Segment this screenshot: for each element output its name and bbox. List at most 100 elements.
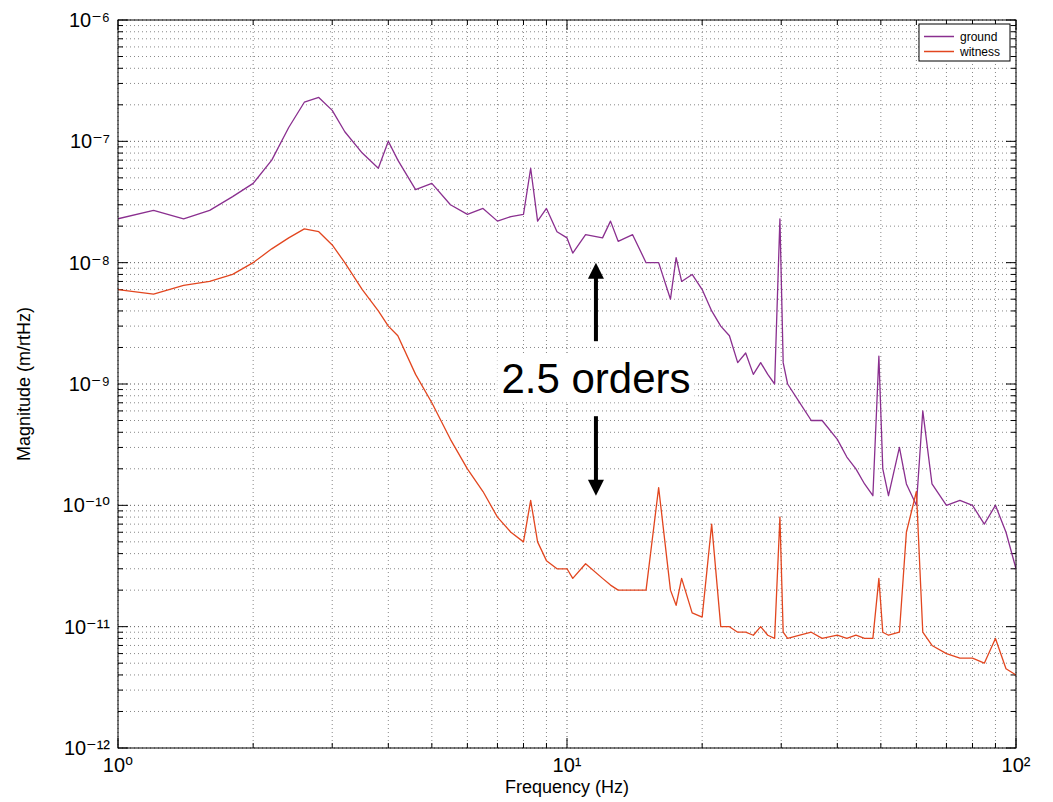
minor-tick-y xyxy=(1011,46,1016,47)
minor-tick-y xyxy=(1011,432,1016,433)
tick-y xyxy=(1006,505,1016,506)
minor-grid-x xyxy=(837,20,838,748)
minor-tick-y xyxy=(1011,299,1016,300)
y-axis-title: Magnitude (m/rtHz) xyxy=(14,307,34,461)
minor-tick-y xyxy=(1011,389,1016,390)
plot-area xyxy=(118,20,1016,748)
minor-grid-y xyxy=(118,326,1016,327)
minor-tick-x xyxy=(497,743,498,748)
minor-tick-y xyxy=(118,645,123,646)
minor-tick-y xyxy=(1011,447,1016,448)
minor-tick-y xyxy=(118,395,123,396)
minor-tick-y xyxy=(118,517,123,518)
minor-tick-y xyxy=(1011,663,1016,664)
minor-tick-y xyxy=(118,281,123,282)
minor-grid-y xyxy=(118,281,1016,282)
tick-x xyxy=(567,20,568,30)
minor-tick-x xyxy=(388,743,389,748)
minor-tick-y xyxy=(118,532,123,533)
minor-tick-x xyxy=(253,743,254,748)
minor-grid-y xyxy=(118,653,1016,654)
minor-tick-x xyxy=(972,743,973,748)
minor-grid-y xyxy=(118,674,1016,675)
minor-tick-y xyxy=(118,420,123,421)
minor-tick-y xyxy=(1011,541,1016,542)
minor-tick-y xyxy=(1011,638,1016,639)
series-line xyxy=(118,229,1016,675)
minor-tick-y xyxy=(118,31,123,32)
grid xyxy=(118,20,1016,748)
minor-tick-y xyxy=(1011,146,1016,147)
tick-label-y: 10⁻⁶ xyxy=(69,9,110,31)
minor-tick-y xyxy=(1011,83,1016,84)
minor-tick-y xyxy=(1011,645,1016,646)
tick-label-x: 10² xyxy=(1002,754,1031,776)
minor-tick-y xyxy=(1011,690,1016,691)
minor-grid-x xyxy=(781,20,782,748)
minor-tick-y xyxy=(118,347,123,348)
minor-tick-y xyxy=(118,632,123,633)
legend-swatch xyxy=(924,51,954,53)
annotation-arrow xyxy=(594,416,598,482)
minor-tick-y xyxy=(1011,395,1016,396)
tick-y xyxy=(1006,141,1016,142)
minor-tick-y xyxy=(118,25,123,26)
minor-grid-x xyxy=(467,20,468,748)
minor-grid-x xyxy=(388,20,389,748)
tick-label-y: 10⁻¹⁰ xyxy=(63,494,110,516)
minor-tick-x xyxy=(781,20,782,25)
minor-tick-y xyxy=(1011,68,1016,69)
tick-y xyxy=(1006,262,1016,263)
annotation-arrow xyxy=(594,277,598,342)
annotation-arrowhead xyxy=(588,480,604,496)
legend: groundwitness xyxy=(919,24,1010,61)
tick-label-x: 10¹ xyxy=(553,754,582,776)
minor-tick-x xyxy=(837,743,838,748)
minor-tick-y xyxy=(118,83,123,84)
minor-tick-y xyxy=(1011,347,1016,348)
minor-tick-y xyxy=(118,402,123,403)
annotation-bg xyxy=(497,355,694,402)
minor-tick-y xyxy=(118,189,123,190)
minor-tick-y xyxy=(118,326,123,327)
minor-tick-y xyxy=(1011,177,1016,178)
minor-tick-y xyxy=(118,674,123,675)
minor-tick-x xyxy=(253,20,254,25)
minor-grid-y xyxy=(118,711,1016,712)
minor-tick-x xyxy=(702,743,703,748)
tick-y xyxy=(1006,626,1016,627)
legend-label: ground xyxy=(960,30,997,44)
minor-tick-y xyxy=(1011,38,1016,39)
minor-grid-y xyxy=(118,226,1016,227)
minor-tick-y xyxy=(1011,104,1016,105)
legend-box xyxy=(919,24,1010,61)
minor-tick-y xyxy=(118,56,123,57)
minor-tick-y xyxy=(1011,189,1016,190)
minor-grid-y xyxy=(118,663,1016,664)
minor-tick-y xyxy=(118,299,123,300)
minor-tick-x xyxy=(702,20,703,25)
minor-tick-x xyxy=(388,20,389,25)
minor-grid-y xyxy=(118,347,1016,348)
minor-tick-y xyxy=(118,432,123,433)
minor-tick-y xyxy=(118,274,123,275)
minor-tick-y xyxy=(118,146,123,147)
minor-tick-y xyxy=(1011,25,1016,26)
minor-tick-y xyxy=(1011,226,1016,227)
minor-tick-y xyxy=(118,468,123,469)
minor-tick-y xyxy=(1011,517,1016,518)
minor-tick-y xyxy=(1011,410,1016,411)
minor-tick-y xyxy=(118,590,123,591)
ticks xyxy=(118,20,1016,748)
minor-grid-y xyxy=(118,590,1016,591)
annotation: 2.5 orders xyxy=(497,263,694,496)
tick-label-y: 10⁻⁸ xyxy=(69,252,110,274)
minor-tick-y xyxy=(118,310,123,311)
minor-grid-y xyxy=(118,690,1016,691)
minor-tick-y xyxy=(118,38,123,39)
minor-grid-y xyxy=(118,38,1016,39)
minor-tick-y xyxy=(1011,632,1016,633)
minor-tick-y xyxy=(1011,510,1016,511)
grid-line-y xyxy=(118,626,1016,627)
minor-tick-y xyxy=(1011,289,1016,290)
